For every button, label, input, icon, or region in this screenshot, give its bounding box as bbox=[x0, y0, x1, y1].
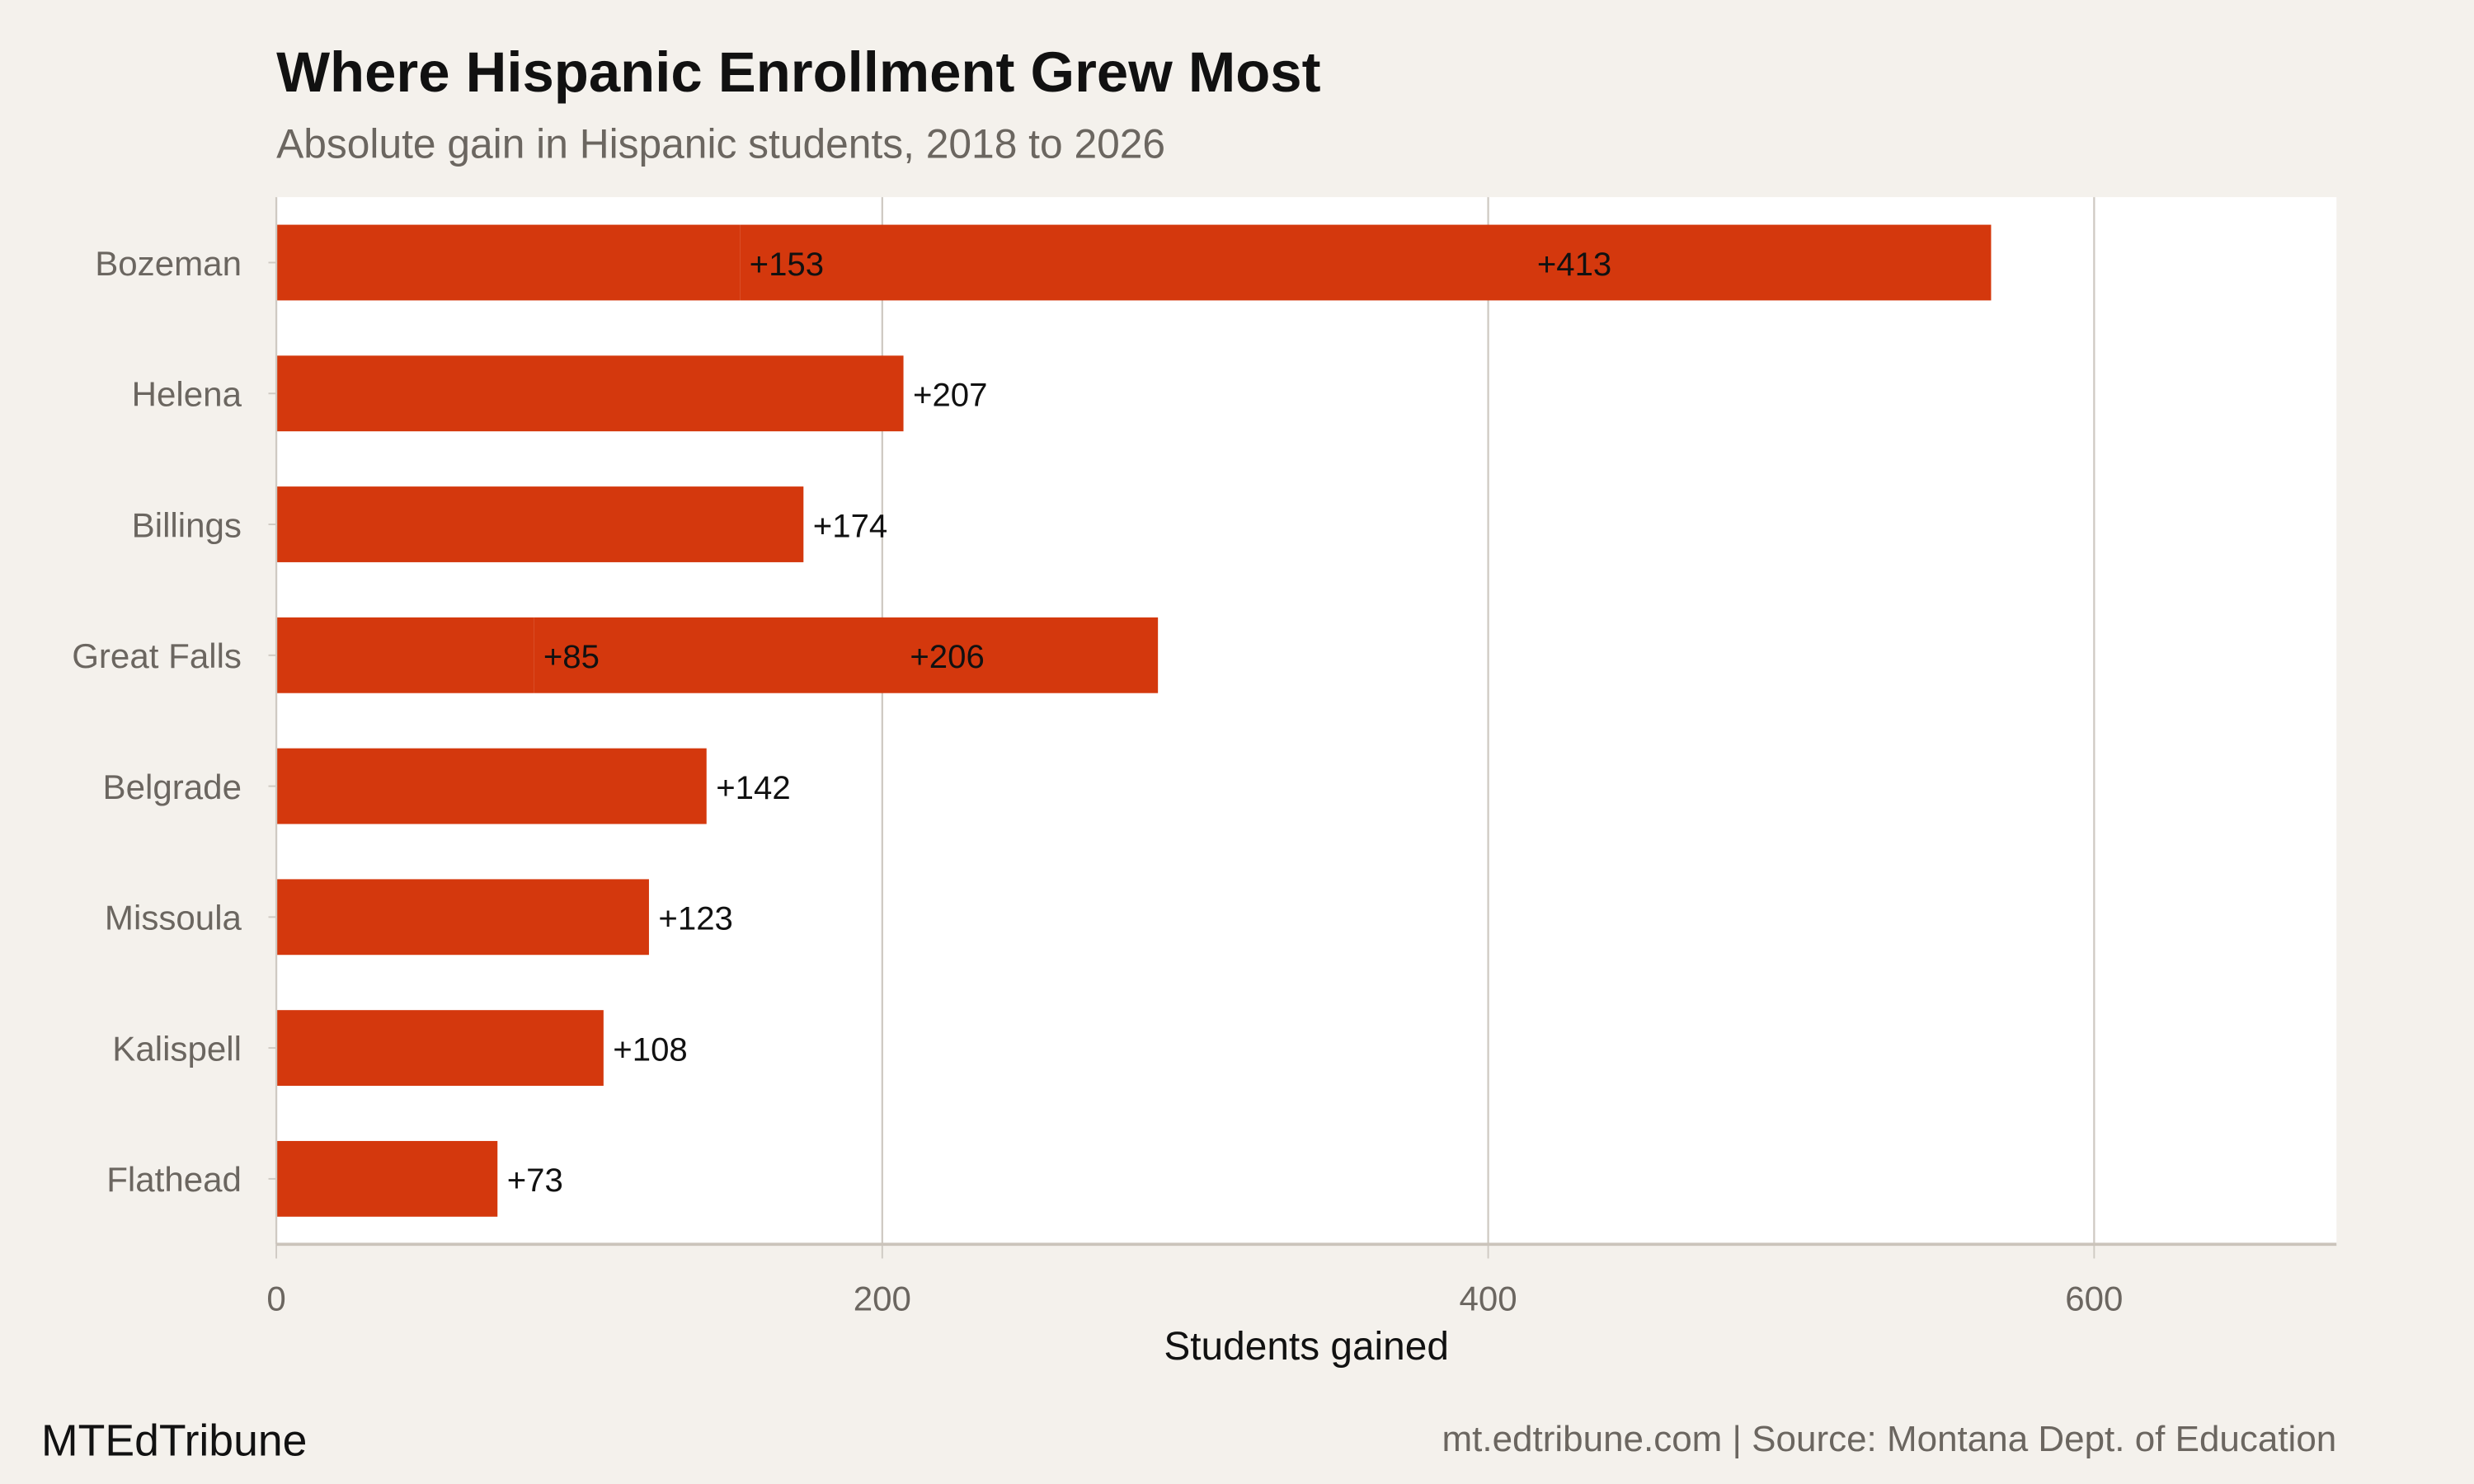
y-axis: Bozeman Helena Billings Great Falls Belgrade… bbox=[72, 197, 278, 1245]
x-axis-label: Students gained bbox=[1164, 1325, 1449, 1369]
y-tick-label: Flathead bbox=[106, 1160, 242, 1199]
chart-subtitle: Absolute gain in Hispanic students, 2018… bbox=[276, 120, 1165, 167]
bar-segment bbox=[276, 1140, 498, 1217]
data-label: +73 bbox=[507, 1162, 563, 1199]
footer-source: mt.edtribune.com | Source: Montana Dept.… bbox=[1442, 1419, 2337, 1459]
y-tick-label: Billings bbox=[132, 505, 242, 544]
data-label: +142 bbox=[716, 769, 790, 806]
y-tick-label: Helena bbox=[132, 375, 242, 414]
x-tick-label: 0 bbox=[266, 1280, 285, 1318]
data-label: +413 bbox=[1537, 246, 1611, 283]
data-label: +207 bbox=[913, 377, 987, 414]
bar-segment bbox=[276, 224, 741, 301]
footer-brand: MTEdTribune bbox=[41, 1417, 307, 1466]
bar-segment bbox=[276, 617, 534, 693]
data-label: +123 bbox=[658, 900, 732, 937]
y-tick-label: Missoula bbox=[105, 899, 242, 937]
bar-segment bbox=[276, 879, 649, 956]
data-label: +108 bbox=[613, 1031, 687, 1068]
x-tick-label: 200 bbox=[854, 1280, 911, 1318]
bar-segment bbox=[534, 617, 1159, 693]
bars bbox=[276, 224, 1992, 1217]
x-tick-label: 400 bbox=[1459, 1280, 1517, 1318]
y-tick-label: Kalispell bbox=[112, 1029, 242, 1068]
chart-title: Where Hispanic Enrollment Grew Most bbox=[276, 40, 1321, 104]
bar-segment bbox=[276, 486, 804, 562]
bar-segment bbox=[740, 224, 1992, 301]
bar-segment bbox=[276, 1010, 604, 1087]
x-axis: 0 200 400 600 bbox=[266, 1242, 2337, 1318]
plot-panel bbox=[276, 197, 2337, 1245]
bar-segment bbox=[276, 748, 707, 824]
y-tick-label: Belgrade bbox=[103, 768, 242, 806]
y-tick-label: Bozeman bbox=[95, 244, 242, 283]
y-tick-label: Great Falls bbox=[72, 636, 242, 675]
data-label: +153 bbox=[750, 246, 824, 283]
data-label: +174 bbox=[813, 507, 887, 544]
data-labels: +153 +413 +207 +174 +85 +206 +142 +123 +108 +73 bbox=[507, 246, 1612, 1199]
data-label: +206 bbox=[910, 638, 984, 675]
x-tick-label: 600 bbox=[2065, 1280, 2123, 1318]
bar-segment bbox=[276, 355, 904, 432]
data-label: +85 bbox=[543, 638, 600, 675]
